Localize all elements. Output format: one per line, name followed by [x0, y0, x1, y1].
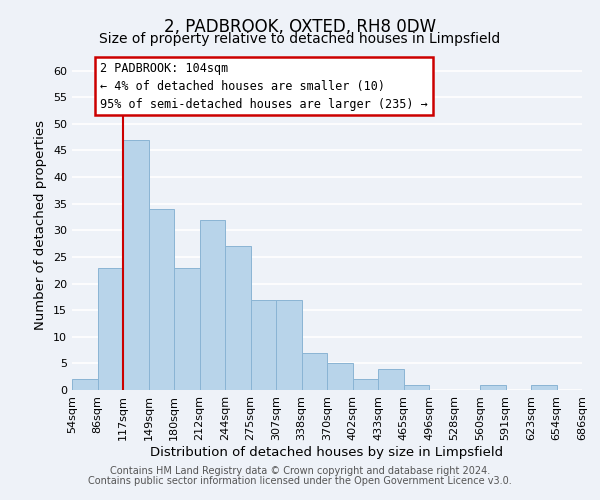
Bar — [174, 268, 199, 390]
Text: 2, PADBROOK, OXTED, RH8 0DW: 2, PADBROOK, OXTED, RH8 0DW — [164, 18, 436, 36]
Y-axis label: Number of detached properties: Number of detached properties — [34, 120, 47, 330]
Bar — [327, 364, 353, 390]
Bar — [225, 246, 251, 390]
Bar — [531, 384, 557, 390]
Bar — [123, 140, 149, 390]
Bar — [97, 268, 123, 390]
Bar — [276, 300, 302, 390]
Bar — [149, 209, 174, 390]
Bar — [199, 220, 225, 390]
Text: Contains public sector information licensed under the Open Government Licence v3: Contains public sector information licen… — [88, 476, 512, 486]
Text: Size of property relative to detached houses in Limpsfield: Size of property relative to detached ho… — [100, 32, 500, 46]
Text: Contains HM Land Registry data © Crown copyright and database right 2024.: Contains HM Land Registry data © Crown c… — [110, 466, 490, 476]
Bar — [302, 352, 327, 390]
Bar — [251, 300, 276, 390]
Bar — [353, 380, 378, 390]
Bar — [378, 368, 404, 390]
Bar — [480, 384, 505, 390]
Text: 2 PADBROOK: 104sqm
← 4% of detached houses are smaller (10)
95% of semi-detached: 2 PADBROOK: 104sqm ← 4% of detached hous… — [100, 62, 428, 110]
Bar — [404, 384, 429, 390]
Bar — [72, 380, 97, 390]
X-axis label: Distribution of detached houses by size in Limpsfield: Distribution of detached houses by size … — [151, 446, 503, 458]
